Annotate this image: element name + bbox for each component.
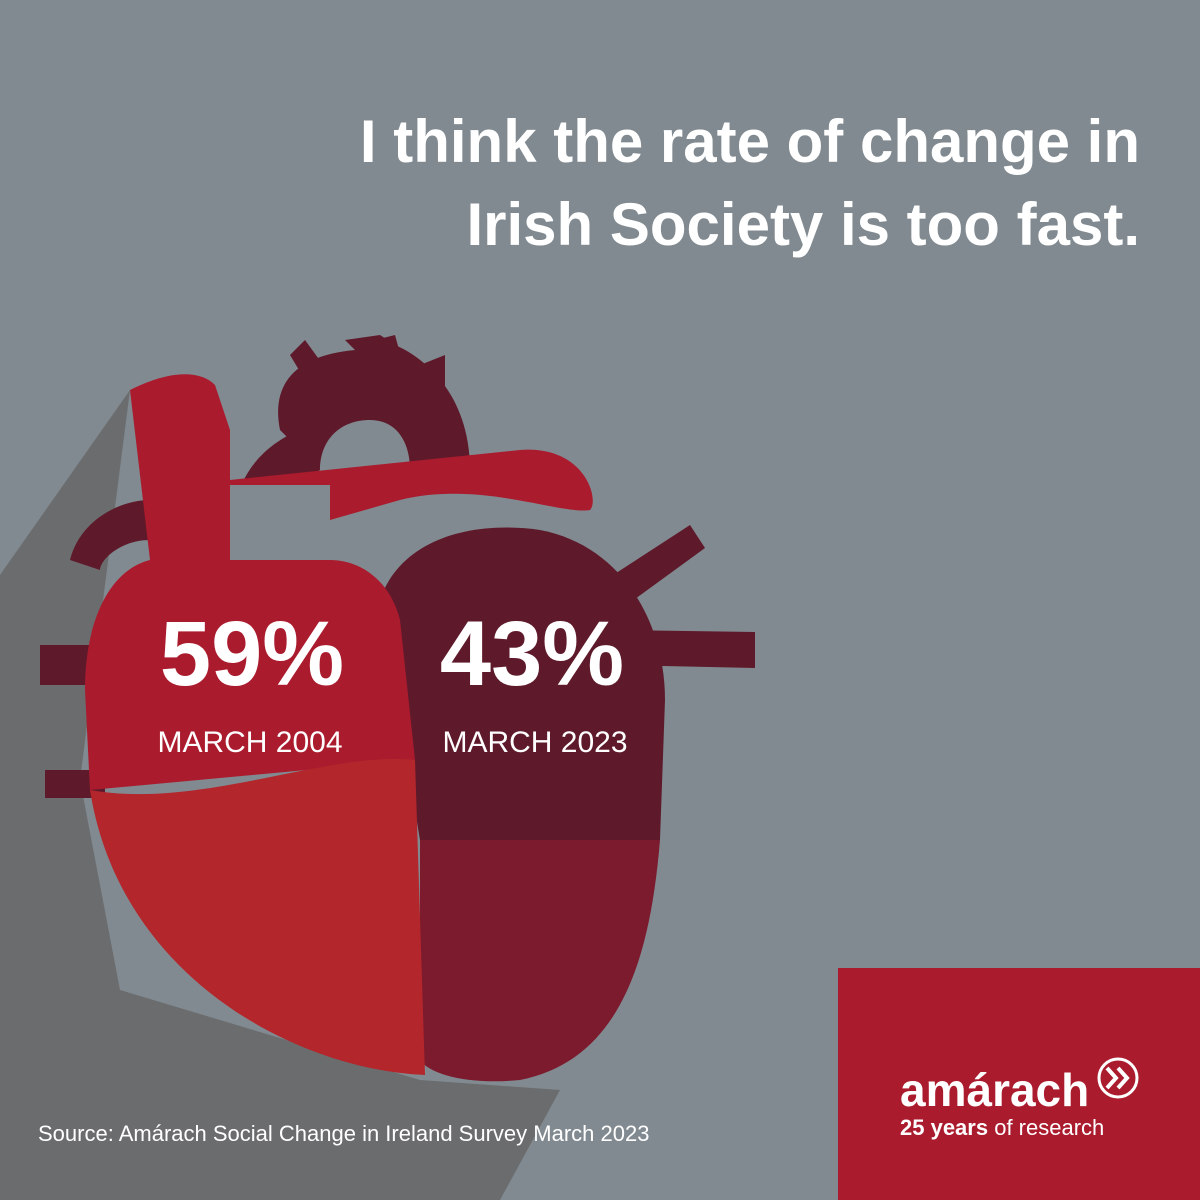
shadow	[0, 390, 560, 1200]
logo-box	[838, 968, 1200, 1200]
tagline-bold: 25 years	[900, 1115, 988, 1140]
tagline: 25 years of research	[900, 1115, 1104, 1140]
brand-name: amárach	[900, 1064, 1089, 1116]
stat-value: 43%	[440, 603, 624, 705]
title-line: I think the rate of change in	[360, 108, 1140, 175]
title-line: Irish Society is too fast.	[466, 191, 1140, 258]
logo-icon	[1097, 1057, 1139, 1099]
stat-label: MARCH 2023	[442, 726, 627, 759]
tagline-rest: of research	[994, 1115, 1104, 1140]
stat-value: 59%	[160, 603, 344, 705]
source: Source: Amárach Social Change in Ireland…	[38, 1121, 649, 1146]
stat-label: MARCH 2004	[157, 726, 342, 759]
heart	[40, 335, 755, 1082]
